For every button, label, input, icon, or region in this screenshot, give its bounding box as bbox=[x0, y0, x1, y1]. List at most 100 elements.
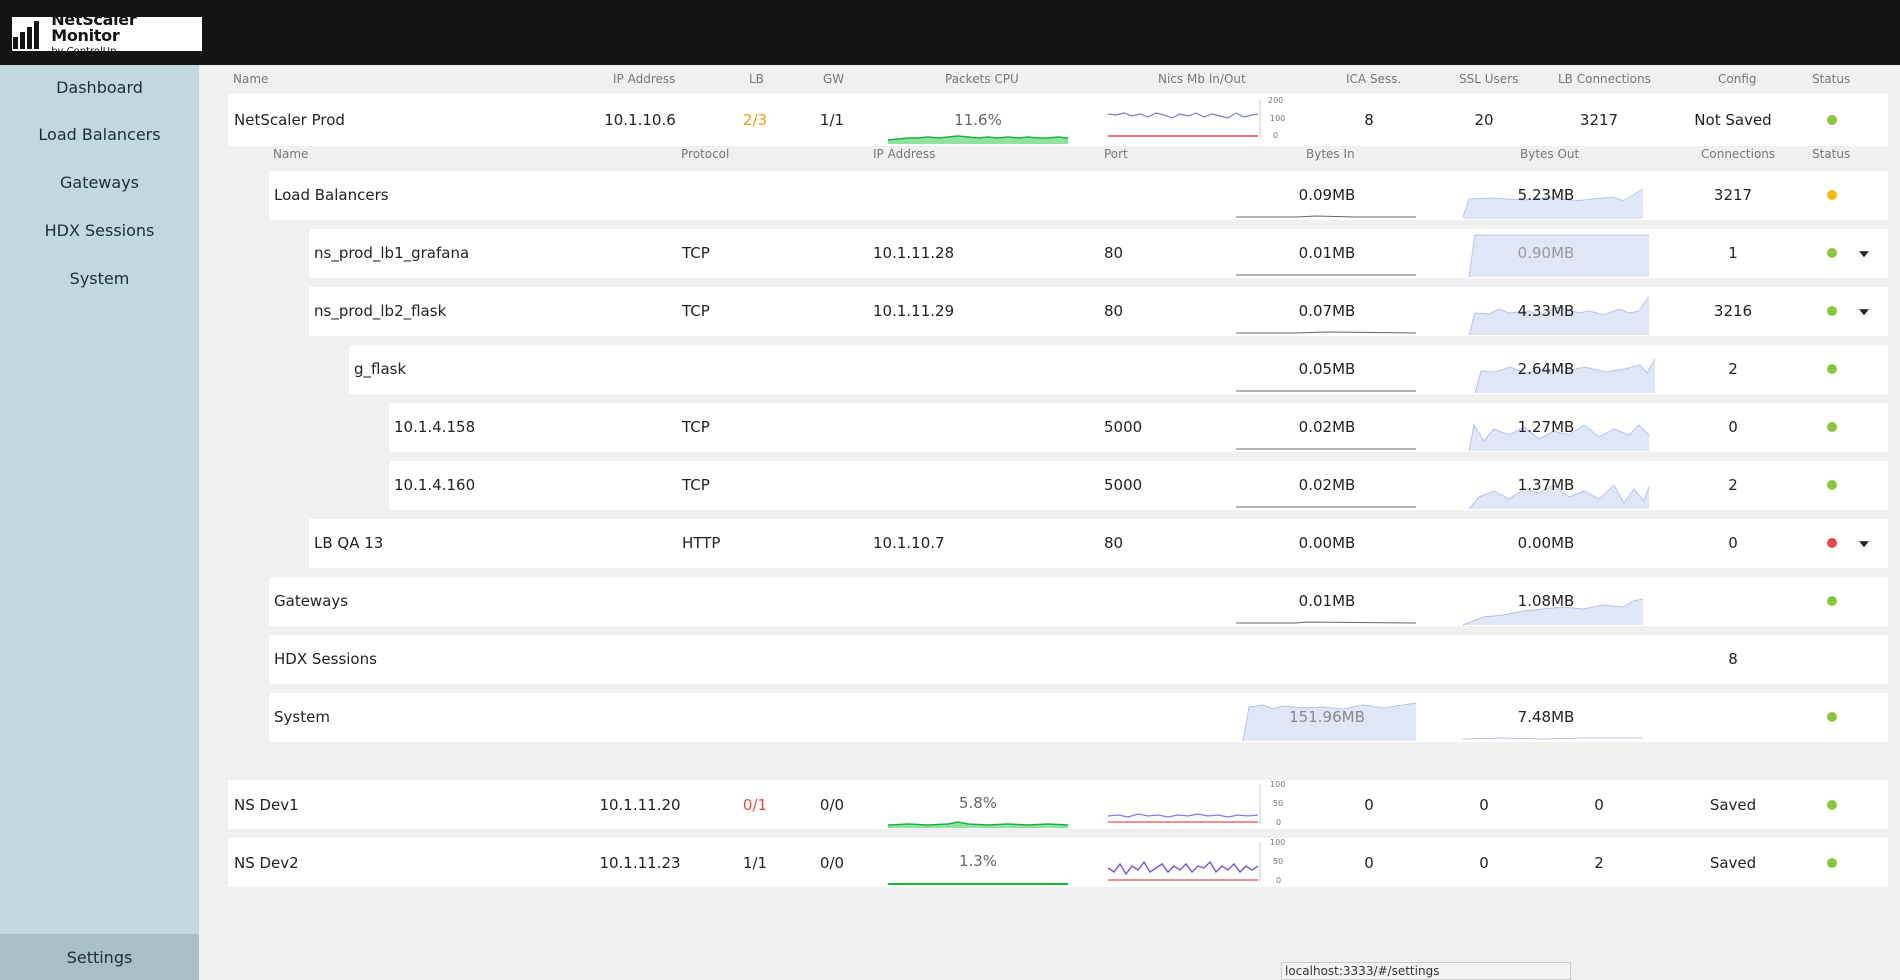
row-bytes-out: 2.64MB bbox=[1517, 360, 1575, 378]
row-bytes-out: 0.00MB bbox=[1517, 534, 1575, 552]
ns-lb-connections: 0 bbox=[1594, 796, 1604, 814]
ns-config-state: Not Saved bbox=[1694, 111, 1772, 129]
ns-ip: 10.1.11.20 bbox=[599, 796, 681, 814]
row-connections: 2 bbox=[1728, 476, 1738, 494]
detail-row-hdx-sessions[interactable]: HDX Sessions 8 bbox=[269, 635, 1888, 684]
col-header-ip: IP Address bbox=[613, 72, 676, 86]
app-subtitle: by ControlUp bbox=[51, 45, 117, 57]
nav-item-load-balancers[interactable]: Load Balancers bbox=[38, 124, 161, 144]
row-protocol: HTTP bbox=[682, 534, 721, 552]
row-bytes-out: 1.27MB bbox=[1517, 418, 1575, 436]
col-header-gw: GW bbox=[823, 72, 845, 86]
row-bytes-in: 0.01MB bbox=[1298, 244, 1356, 262]
row-connections: 0 bbox=[1728, 534, 1738, 552]
row-connections: 2 bbox=[1728, 360, 1738, 378]
nics-sparkline bbox=[1107, 100, 1261, 138]
ns-ica-sessions: 0 bbox=[1364, 796, 1374, 814]
row-bytes-in: 0.02MB bbox=[1298, 476, 1356, 494]
expand-chevron-icon[interactable] bbox=[1859, 251, 1869, 258]
app-title: NetScaler Monitor bbox=[51, 9, 137, 45]
sub-header-protocol: Protocol bbox=[681, 147, 730, 161]
row-bytes-in: 0.00MB bbox=[1298, 534, 1356, 552]
netscaler-row-dev1[interactable]: NS Dev1 10.1.11.20 0/1 0/0 5.8% 100 50 0… bbox=[228, 780, 1888, 829]
ns-lb-connections: 2 bbox=[1594, 854, 1604, 872]
row-protocol: TCP bbox=[682, 476, 710, 494]
row-port: 5000 bbox=[1104, 418, 1143, 436]
col-header-config: Config bbox=[1718, 72, 1757, 86]
expand-chevron-icon[interactable] bbox=[1859, 541, 1869, 548]
ns-gw-count: 0/0 bbox=[819, 854, 845, 872]
row-name: 10.1.4.158 bbox=[394, 418, 476, 436]
nic-axis-mid: 100 bbox=[1270, 114, 1286, 123]
bytes-out-sparkline bbox=[1474, 358, 1656, 394]
nic-axis-mid: 50 bbox=[1273, 857, 1284, 866]
nic-axis-bottom: 0 bbox=[1276, 876, 1282, 885]
status-dot-ok bbox=[1827, 364, 1837, 374]
ns-ip: 10.1.10.6 bbox=[604, 111, 676, 129]
row-name: Gateways bbox=[274, 592, 349, 610]
nav-item-settings[interactable]: Settings bbox=[0, 934, 199, 980]
row-connections: 3216 bbox=[1713, 302, 1753, 320]
col-header-ssl: SSL Users bbox=[1459, 72, 1519, 86]
row-name: ns_prod_lb1_grafana bbox=[314, 244, 470, 262]
row-connections: 3217 bbox=[1713, 186, 1753, 204]
cpu-sparkline bbox=[888, 883, 1068, 885]
netscaler-row-prod[interactable]: NetScaler Prod 10.1.10.6 2/3 1/1 11.6% 2… bbox=[228, 94, 1888, 146]
status-dot-ok bbox=[1827, 712, 1837, 722]
row-bytes-in: 0.09MB bbox=[1298, 186, 1356, 204]
bytes-out-sparkline bbox=[1468, 234, 1649, 278]
detail-row-service-group[interactable]: g_flask 0.05MB 2.64MB 2 bbox=[349, 345, 1888, 394]
detail-row-lb1[interactable]: ns_prod_lb1_grafana TCP 10.1.11.28 80 0.… bbox=[309, 229, 1888, 278]
sub-header-ip: IP Address bbox=[873, 147, 936, 161]
bytes-in-sparkline bbox=[1236, 621, 1417, 624]
row-bytes-in: 0.02MB bbox=[1298, 418, 1356, 436]
status-dot-error bbox=[1827, 538, 1837, 548]
detail-row-load-balancers[interactable]: Load Balancers 0.09MB 5.23MB 3217 bbox=[269, 171, 1888, 220]
ns-ssl-users: 20 bbox=[1474, 111, 1494, 129]
ns-lb-count: 0/1 bbox=[742, 796, 768, 814]
ns-gw-count: 1/1 bbox=[819, 111, 845, 129]
nic-axis-top: 100 bbox=[1270, 838, 1286, 847]
row-protocol: TCP bbox=[682, 418, 710, 436]
row-bytes-out: 1.08MB bbox=[1517, 592, 1575, 610]
ns-cpu-value: 1.3% bbox=[958, 852, 998, 870]
detail-row-server-2[interactable]: 10.1.4.160 TCP 5000 0.02MB 1.37MB 2 bbox=[389, 461, 1888, 510]
detail-row-lb2[interactable]: ns_prod_lb2_flask TCP 10.1.11.29 80 0.07… bbox=[309, 287, 1888, 336]
col-header-cpu: Packets CPU bbox=[945, 72, 1019, 86]
ns-ica-sessions: 0 bbox=[1364, 854, 1374, 872]
bytes-in-sparkline bbox=[1236, 390, 1416, 392]
app-logo[interactable]: NetScaler Monitor by ControlUp bbox=[12, 11, 202, 56]
bytes-out-sparkline bbox=[1462, 188, 1644, 219]
status-dot-ok bbox=[1827, 858, 1837, 868]
nic-axis-bottom: 0 bbox=[1273, 131, 1279, 140]
nav-item-dashboard[interactable]: Dashboard bbox=[56, 77, 143, 97]
row-connections: 1 bbox=[1728, 244, 1738, 262]
row-port: 80 bbox=[1104, 244, 1124, 262]
row-name: System bbox=[274, 708, 330, 726]
expand-chevron-icon[interactable] bbox=[1859, 309, 1869, 316]
status-dot-ok bbox=[1827, 596, 1837, 606]
ns-ssl-users: 0 bbox=[1479, 854, 1489, 872]
row-bytes-in: 0.01MB bbox=[1298, 592, 1356, 610]
row-protocol: TCP bbox=[682, 244, 710, 262]
bytes-out-sparkline bbox=[1462, 737, 1643, 740]
detail-row-server-1[interactable]: 10.1.4.158 TCP 5000 0.02MB 1.27MB 0 bbox=[389, 403, 1888, 452]
nav-item-system[interactable]: System bbox=[69, 268, 130, 288]
cpu-sparkline bbox=[887, 821, 1069, 828]
row-bytes-in: 0.05MB bbox=[1298, 360, 1356, 378]
row-port: 80 bbox=[1104, 302, 1124, 320]
sub-header-port: Port bbox=[1104, 147, 1128, 161]
netscaler-row-dev2[interactable]: NS Dev2 10.1.11.23 1/1 0/0 1.3% 100 50 0… bbox=[228, 838, 1888, 887]
row-port: 80 bbox=[1104, 534, 1124, 552]
ns-config-state: Saved bbox=[1709, 854, 1757, 872]
nav-item-hdx-sessions[interactable]: HDX Sessions bbox=[44, 220, 155, 240]
detail-row-system[interactable]: System 151.96MB 7.48MB bbox=[269, 693, 1888, 742]
bytes-out-sparkline bbox=[1462, 598, 1644, 626]
row-name: g_flask bbox=[354, 360, 407, 378]
col-header-ica: ICA Sess. bbox=[1346, 72, 1402, 86]
detail-row-gateways[interactable]: Gateways 0.01MB 1.08MB bbox=[269, 577, 1888, 626]
bytes-in-sparkline bbox=[1236, 274, 1416, 276]
nav-item-gateways[interactable]: Gateways bbox=[59, 172, 139, 192]
detail-row-lb-qa[interactable]: LB QA 13 HTTP 10.1.10.7 80 0.00MB 0.00MB… bbox=[309, 519, 1888, 568]
nic-axis-top: 200 bbox=[1268, 96, 1284, 105]
